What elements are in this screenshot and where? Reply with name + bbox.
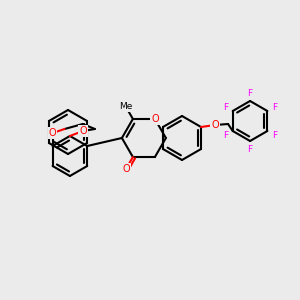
Text: O: O xyxy=(79,126,87,136)
Text: O: O xyxy=(211,120,219,130)
Text: F: F xyxy=(223,103,228,112)
Text: O: O xyxy=(122,164,130,174)
Text: O: O xyxy=(49,128,56,138)
Text: F: F xyxy=(248,145,253,154)
Text: F: F xyxy=(272,103,277,112)
Text: F: F xyxy=(272,130,277,140)
Text: Me: Me xyxy=(119,102,133,111)
Text: F: F xyxy=(223,130,228,140)
Text: O: O xyxy=(151,114,159,124)
Text: F: F xyxy=(248,88,253,98)
